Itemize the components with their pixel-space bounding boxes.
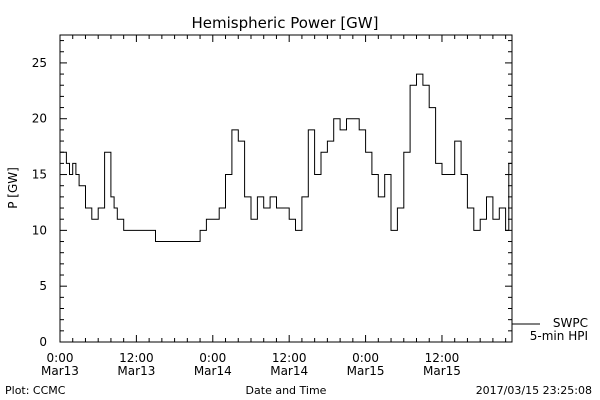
legend: SWPC 5-min HPI xyxy=(512,316,588,343)
x-tick-label-date: Mar14 xyxy=(270,364,308,378)
x-axis: 0:00Mar1312:00Mar130:00Mar1412:00Mar140:… xyxy=(41,35,507,378)
plot-frame xyxy=(59,34,513,343)
x-tick-label-date: Mar13 xyxy=(41,364,79,378)
legend-label-swpc: SWPC xyxy=(553,316,588,330)
x-tick-label-date: Mar13 xyxy=(117,364,155,378)
y-tick-label: 15 xyxy=(32,168,47,182)
x-axis-label: Date and Time xyxy=(246,384,327,397)
plot-credit: Plot: CCMC xyxy=(5,384,66,397)
y-tick-label: 25 xyxy=(32,56,47,70)
plot-timestamp: 2017/03/15 23:25:08 xyxy=(476,384,592,397)
x-tick-label-time: 0:00 xyxy=(199,351,226,365)
x-tick-label-time: 12:00 xyxy=(425,351,460,365)
chart-title: Hemispheric Power [GW] xyxy=(192,14,379,32)
y-axis: 0 5 10 15 20 25 xyxy=(32,40,512,349)
x-tick-label-date: Mar15 xyxy=(347,364,385,378)
x-tick-label-time: 12:00 xyxy=(272,351,307,365)
legend-label-5min-hpi: 5-min HPI xyxy=(530,329,588,343)
series-line-swpc xyxy=(60,62,513,242)
y-tick-label: 10 xyxy=(32,223,47,237)
y-axis-label: P [GW] xyxy=(6,167,20,209)
y-tick-label: 20 xyxy=(32,112,47,126)
x-tick-label-time: 0:00 xyxy=(352,351,379,365)
x-tick-label-date: Mar15 xyxy=(423,364,461,378)
x-tick-label-time: 0:00 xyxy=(47,351,74,365)
y-tick-label: 0 xyxy=(39,335,47,349)
y-tick-label: 5 xyxy=(39,279,47,293)
x-tick-label-time: 12:00 xyxy=(119,351,154,365)
x-tick-label-date: Mar14 xyxy=(194,364,232,378)
